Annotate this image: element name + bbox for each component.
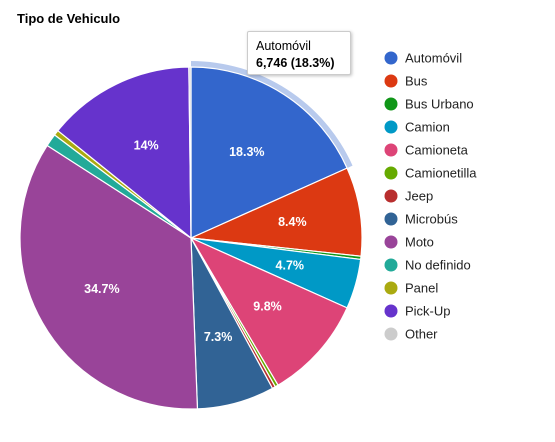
legend-label-automovil[interactable]: Automóvil	[405, 51, 462, 66]
legend-label-bus-urbano[interactable]: Bus Urbano	[405, 97, 474, 112]
legend-label-pick-up[interactable]: Pick-Up	[405, 304, 451, 319]
legend-swatch-jeep[interactable]	[384, 189, 398, 203]
legend-label-other[interactable]: Other	[405, 327, 438, 342]
slice-label-microbus: 7.3%	[204, 330, 233, 344]
slice-label-automovil: 18.3%	[229, 145, 264, 159]
pie-slice-moto[interactable]	[19, 144, 199, 410]
legend-swatch-other[interactable]	[384, 327, 398, 341]
legend-swatch-bus[interactable]	[384, 74, 398, 88]
legend: Automóvil Bus Bus Urbano Camion Camioneta Cam…	[384, 51, 477, 342]
legend-label-no-definido[interactable]: No definido	[405, 258, 471, 273]
legend-swatch-no-definido[interactable]	[384, 258, 398, 272]
legend-swatch-panel[interactable]	[384, 281, 398, 295]
pie-slice-bus[interactable]	[188, 167, 363, 257]
pie-slice-pick-up[interactable]	[57, 66, 192, 240]
legend-swatch-bus-urbano[interactable]	[384, 97, 398, 111]
legend-swatch-camion[interactable]	[384, 120, 398, 134]
slice-label-pick-up: 14%	[134, 139, 159, 153]
legend-label-microbus[interactable]: Microbús	[405, 212, 458, 227]
legend-label-panel[interactable]: Panel	[405, 281, 438, 296]
legend-label-bus[interactable]: Bus	[405, 74, 428, 89]
legend-label-camioneta[interactable]: Camioneta	[405, 143, 469, 158]
tooltip-name: Automóvil	[256, 39, 311, 53]
legend-label-jeep[interactable]: Jeep	[405, 189, 433, 204]
legend-label-moto[interactable]: Moto	[405, 235, 434, 250]
chart-tooltip: Automóvil 6,746 (18.3%)	[247, 31, 351, 75]
legend-swatch-camionetilla[interactable]	[384, 166, 398, 180]
chart-title: Tipo de Vehiculo	[17, 11, 121, 26]
slice-label-camion: 4.7%	[276, 259, 305, 273]
slice-label-camioneta: 9.8%	[253, 299, 282, 313]
legend-swatch-camioneta[interactable]	[384, 143, 398, 157]
pie-slice-other[interactable]	[188, 66, 192, 239]
pie-slice-camioneta[interactable]	[189, 236, 348, 387]
slice-highlight-ring	[191, 61, 353, 169]
legend-swatch-microbus[interactable]	[384, 212, 398, 226]
slice-label-bus: 8.4%	[278, 215, 307, 229]
slice-label-moto: 34.7%	[84, 282, 119, 296]
legend-swatch-moto[interactable]	[384, 235, 398, 249]
legend-label-camionetilla[interactable]: Camionetilla	[405, 166, 477, 181]
legend-swatch-automovil[interactable]	[384, 51, 398, 65]
tooltip-value: 6,746 (18.3%)	[256, 56, 335, 70]
pie-slice-automovil[interactable]	[190, 66, 348, 239]
legend-label-camion[interactable]: Camion	[405, 120, 450, 135]
legend-swatch-pick-up[interactable]	[384, 304, 398, 318]
